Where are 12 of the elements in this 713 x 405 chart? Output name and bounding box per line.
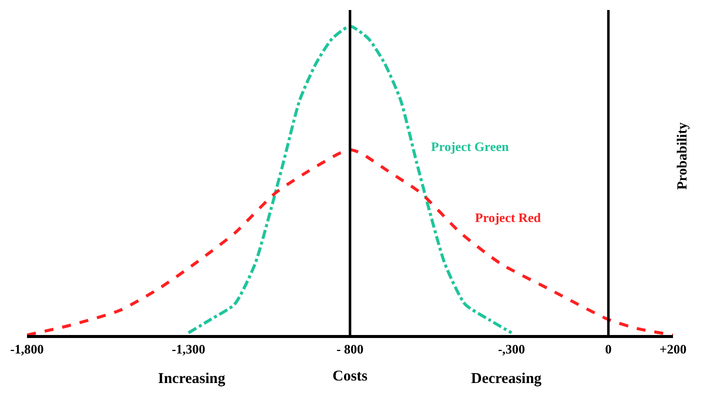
- x-tick-label: -1,300: [172, 342, 206, 357]
- x-tick-label: - 800: [336, 342, 364, 357]
- series-label: Project Green: [431, 139, 510, 154]
- x-tick-label: +200: [660, 342, 686, 357]
- y-axis-title: Probability: [675, 122, 690, 190]
- x-tick-label: -1,800: [10, 342, 44, 357]
- series-label: Project Red: [475, 210, 542, 225]
- x-axis-title: Costs: [332, 368, 368, 385]
- text: Decreasing: [471, 371, 542, 387]
- x-tick-label: -,300: [498, 342, 526, 357]
- text: Increasing: [158, 371, 226, 387]
- x-tick-label: 0: [605, 342, 612, 357]
